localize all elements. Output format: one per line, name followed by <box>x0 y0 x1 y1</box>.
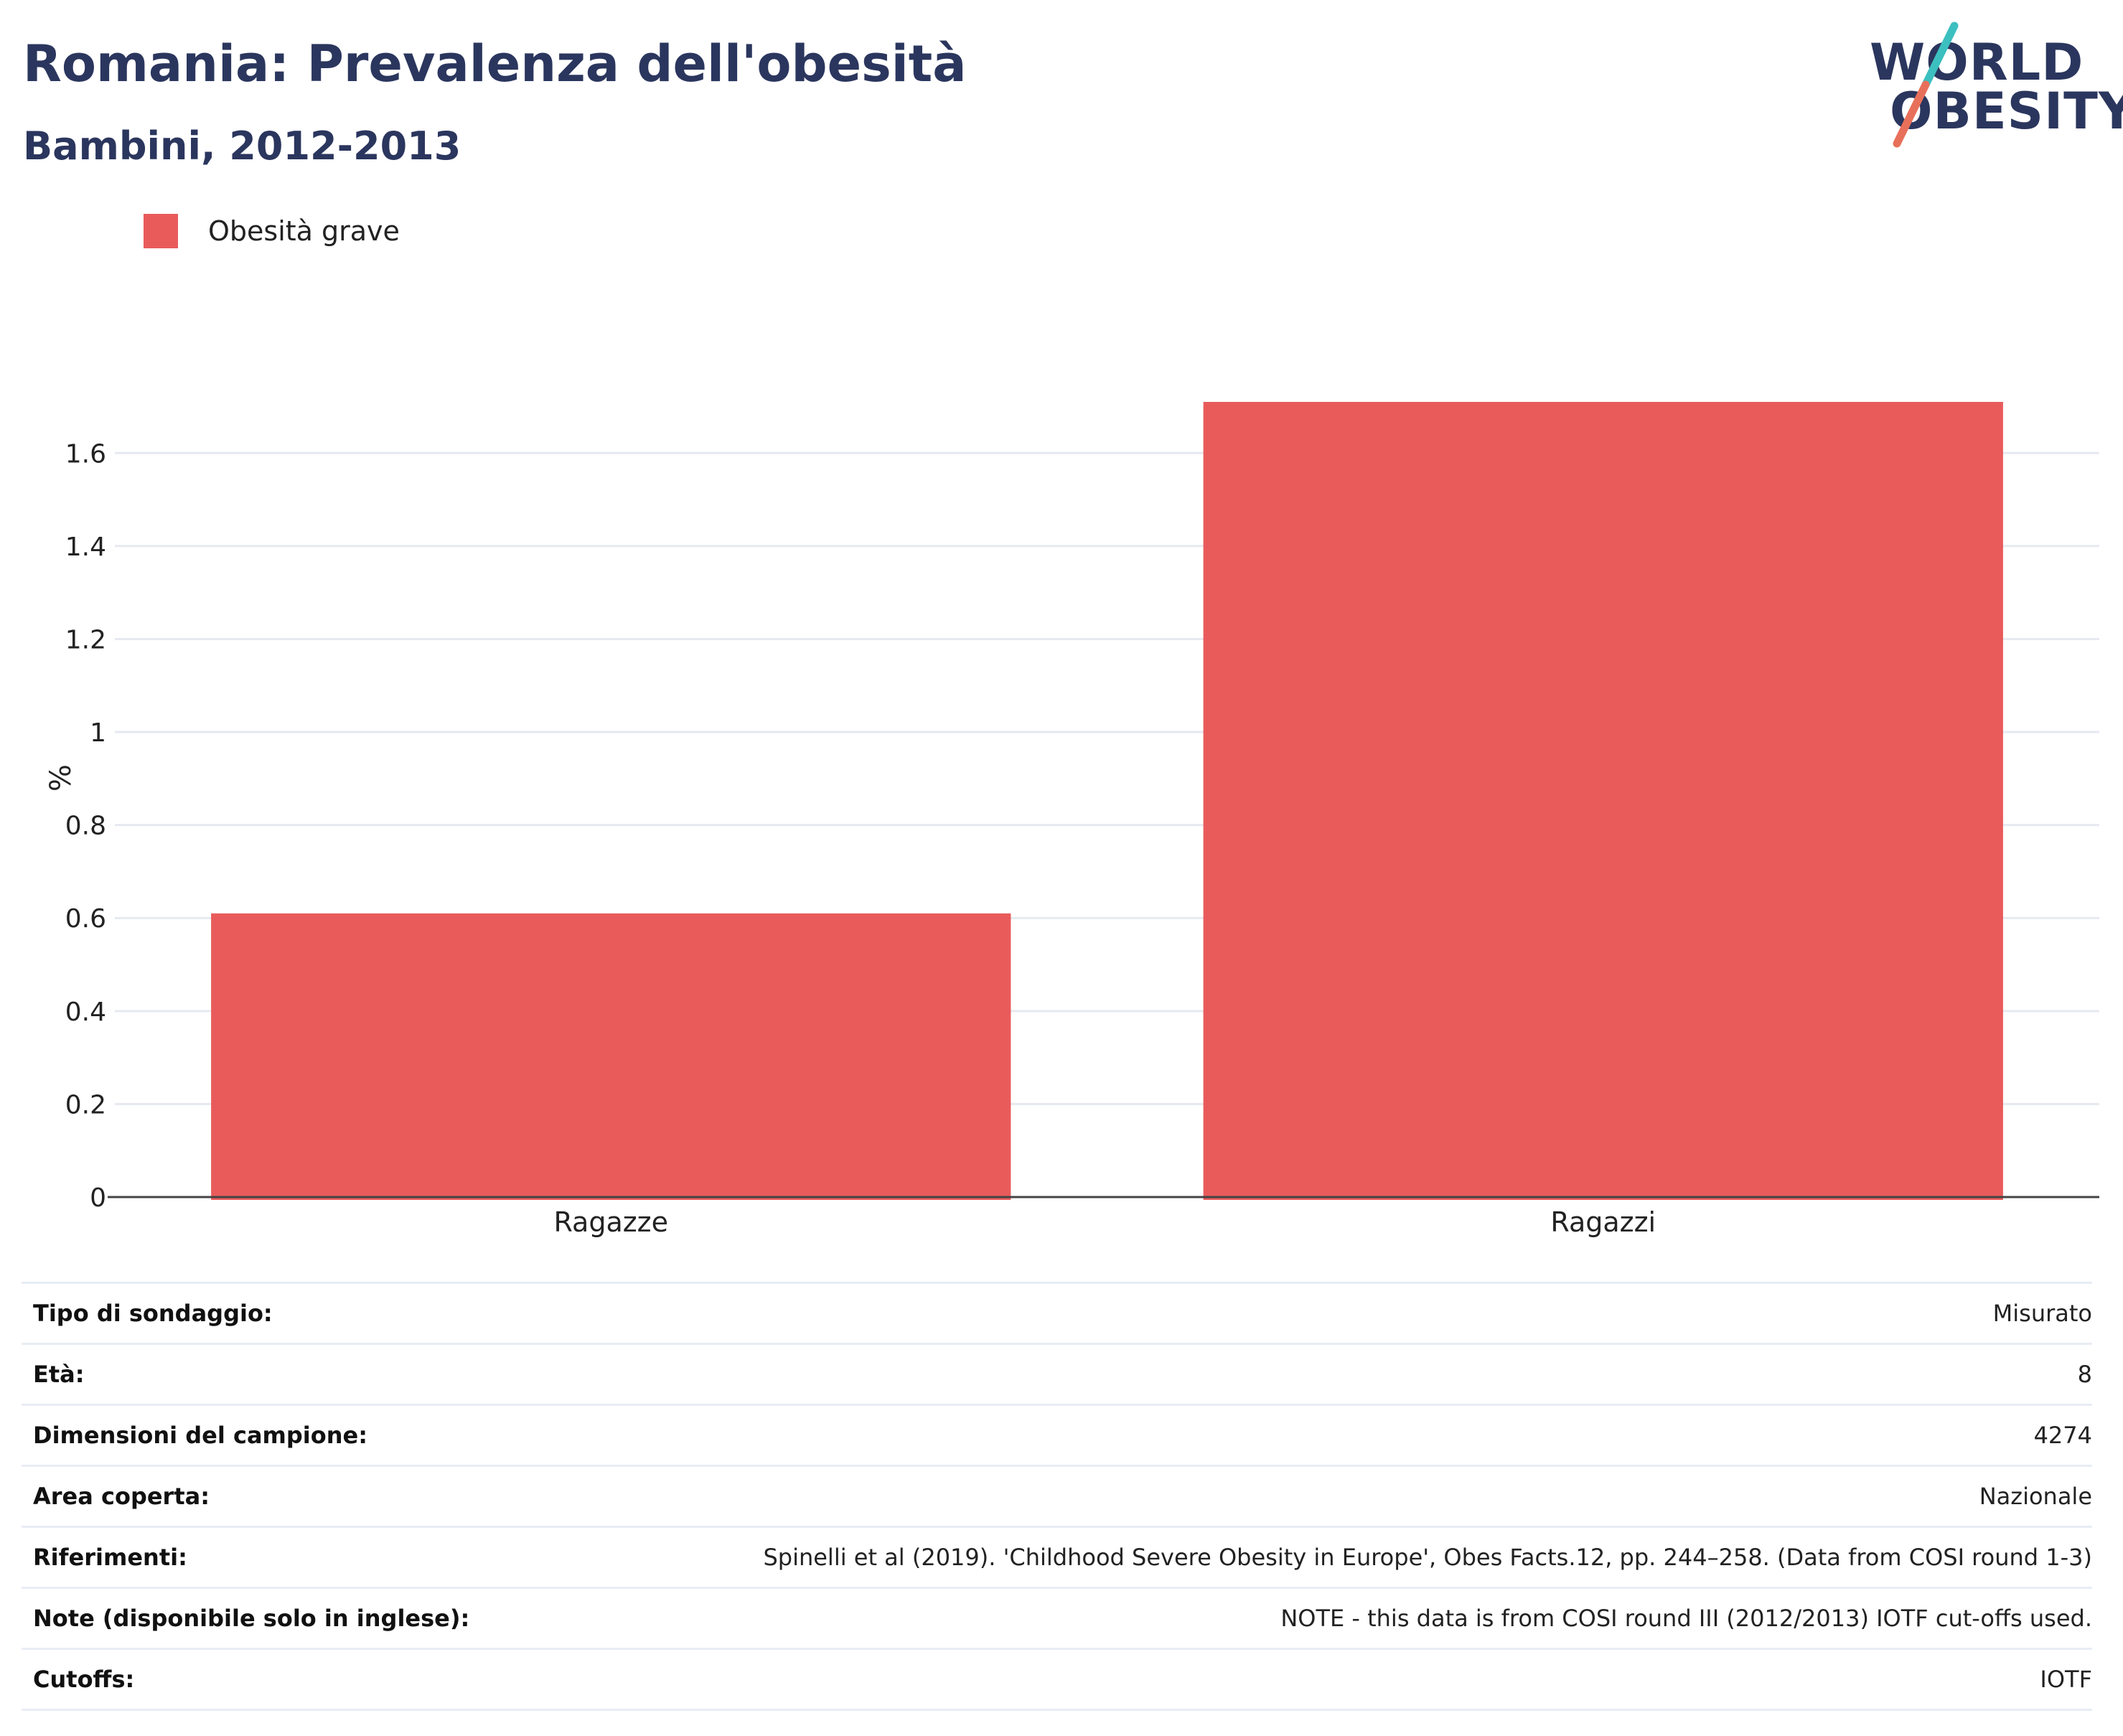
legend-swatch <box>144 214 178 248</box>
metadata-key: Dimensioni del campione: <box>33 1422 368 1449</box>
metadata-value: IOTF <box>2040 1666 2092 1693</box>
metadata-value: 8 <box>2077 1361 2092 1388</box>
metadata-value: 4274 <box>2033 1422 2092 1449</box>
metadata-key: Età: <box>33 1361 85 1388</box>
y-tick-label: 0 <box>90 1183 106 1213</box>
metadata-row: Tipo di sondaggio: Misurato <box>22 1282 2092 1343</box>
bar-ragazzi <box>1203 402 2003 1200</box>
metadata-row: Note (disponibile solo in inglese): NOTE … <box>22 1587 2092 1648</box>
x-tick-label: Ragazze <box>553 1206 668 1238</box>
legend-label: Obesità grave <box>208 215 400 247</box>
page-subtitle: Bambini, 2012-2013 <box>23 123 461 169</box>
y-tick-label: 1.4 <box>65 532 106 562</box>
page-title: Romania: Prevalenza dell'obesità <box>23 34 967 93</box>
y-tick-label: 1 <box>90 718 106 748</box>
bar-ragazze <box>211 913 1011 1200</box>
logo-text-world: WORLD <box>1870 33 2084 92</box>
world-obesity-logo: WORLD OBESITY <box>1870 22 2123 151</box>
bar-chart: 0 0.2 0.4 0.6 0.8 1 1.2 1.4 1.6% Ragazze Ragazzi <box>44 402 2099 1238</box>
y-tick-label: 0.2 <box>65 1090 106 1120</box>
y-axis-label: % <box>44 764 78 792</box>
x-tick-label: Ragazzi <box>1550 1206 1656 1238</box>
metadata-key: Area coperta: <box>33 1483 210 1510</box>
y-tick-label: 0.8 <box>65 812 106 841</box>
metadata-row: Dimensioni del campione: 4274 <box>22 1404 2092 1465</box>
y-tick-label: 0.6 <box>65 904 106 934</box>
metadata-value: Spinelli et al (2019). 'Childhood Severe… <box>763 1544 2092 1571</box>
metadata-key: Riferimenti: <box>33 1544 187 1571</box>
y-tick-label: 0.4 <box>65 998 106 1027</box>
y-tick-label: 1.6 <box>65 439 106 469</box>
metadata-key: Cutoffs: <box>33 1666 135 1693</box>
metadata-row: Età: 8 <box>22 1343 2092 1404</box>
metadata-row: Cutoffs: IOTF <box>22 1648 2092 1711</box>
logo-text-obesity: OBESITY <box>1890 82 2123 141</box>
metadata-value: Misurato <box>1992 1300 2092 1327</box>
metadata-table: Tipo di sondaggio: Misurato Età: 8 Dimension… <box>22 1282 2092 1711</box>
metadata-value: NOTE - this data is from COSI round III … <box>1280 1605 2092 1632</box>
metadata-key: Tipo di sondaggio: <box>33 1300 273 1327</box>
metadata-row: Area coperta: Nazionale <box>22 1465 2092 1526</box>
y-tick-label: 1.2 <box>65 625 106 654</box>
metadata-key: Note (disponibile solo in inglese): <box>33 1605 470 1632</box>
logo-slash-icon <box>1893 22 1959 148</box>
metadata-value: Nazionale <box>1979 1483 2092 1510</box>
metadata-row: Riferimenti: Spinelli et al (2019). 'Chil… <box>22 1526 2092 1587</box>
